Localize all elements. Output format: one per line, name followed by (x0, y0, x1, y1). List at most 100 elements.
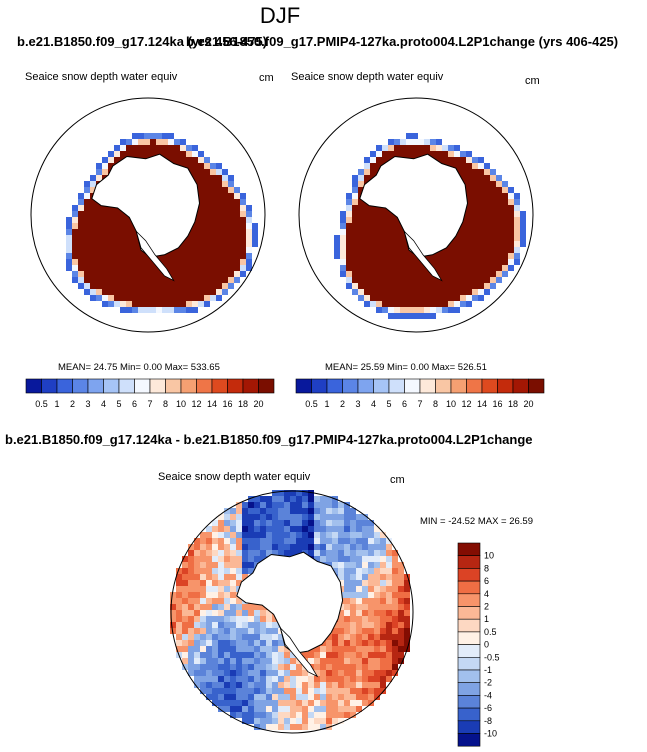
colorbar-tick-label: 18 (508, 399, 518, 409)
diff-stats: MIN = -24.52 MAX = 26.59 (420, 516, 534, 527)
grid-cell (442, 247, 448, 253)
grid-cell (212, 634, 218, 640)
grid-cell (210, 169, 216, 175)
grid-cell (448, 283, 454, 289)
grid-cell (216, 241, 222, 247)
grid-cell (222, 241, 228, 247)
grid-cell (150, 271, 156, 277)
grid-cell (200, 628, 206, 634)
grid-cell (240, 229, 246, 235)
grid-cell (344, 586, 350, 592)
grid-cell (222, 253, 228, 259)
grid-cell (234, 223, 240, 229)
grid-cell (224, 700, 230, 706)
grid-cell (394, 271, 400, 277)
grid-cell (96, 259, 102, 265)
grid-cell (90, 211, 96, 217)
grid-cell (186, 151, 192, 157)
grid-cell (156, 133, 162, 139)
grid-cell (266, 640, 272, 646)
grid-cell (352, 253, 358, 259)
grid-cell (284, 718, 290, 724)
grid-cell (90, 271, 96, 277)
grid-cell (260, 724, 266, 730)
grid-cell (200, 568, 206, 574)
grid-cell (236, 538, 242, 544)
grid-cell (472, 223, 478, 229)
grid-cell (198, 193, 204, 199)
grid-cell (186, 295, 192, 301)
grid-cell (380, 670, 386, 676)
grid-cell (186, 271, 192, 277)
grid-cell (460, 169, 466, 175)
grid-cell (368, 562, 374, 568)
grid-cell (332, 556, 338, 562)
grid-cell (386, 562, 392, 568)
grid-cell (398, 622, 404, 628)
grid-cell (230, 580, 236, 586)
colorbar-swatch (457, 555, 481, 569)
grid-cell (338, 568, 344, 574)
grid-cell (266, 514, 272, 520)
grid-cell (284, 514, 290, 520)
grid-cell (344, 556, 350, 562)
grid-cell (216, 259, 222, 265)
grid-cell (490, 169, 496, 175)
grid-cell (266, 538, 272, 544)
grid-cell (230, 688, 236, 694)
grid-cell (204, 295, 210, 301)
grid-cell (204, 301, 210, 307)
grid-cell (338, 508, 344, 514)
grid-cell (272, 538, 278, 544)
grid-cell (138, 133, 144, 139)
grid-cell (340, 223, 346, 229)
grid-cell (84, 217, 90, 223)
grid-cell (254, 634, 260, 640)
grid-cell (284, 550, 290, 556)
grid-cell (314, 676, 320, 682)
grid-cell (472, 295, 478, 301)
grid-cell (192, 277, 198, 283)
grid-cell (404, 616, 410, 622)
grid-cell (388, 241, 394, 247)
grid-cell (186, 277, 192, 283)
grid-cell (210, 247, 216, 253)
grid-cell (198, 253, 204, 259)
grid-cell (404, 628, 410, 634)
grid-cell (466, 211, 472, 217)
grid-cell (126, 277, 132, 283)
grid-cell (508, 241, 514, 247)
grid-cell (272, 658, 278, 664)
grid-cell (266, 688, 272, 694)
grid-cell (424, 145, 430, 151)
grid-cell (344, 676, 350, 682)
grid-cell (186, 163, 192, 169)
grid-cell (370, 253, 376, 259)
colorbar-tick-label: 12 (191, 399, 201, 409)
grid-cell (478, 295, 484, 301)
grid-cell (374, 604, 380, 610)
grid-cell (344, 544, 350, 550)
grid-cell (400, 289, 406, 295)
grid-cell (200, 598, 206, 604)
grid-cell (340, 271, 346, 277)
grid-cell (344, 694, 350, 700)
grid-cell (246, 211, 252, 217)
grid-cell (102, 289, 108, 295)
grid-cell (484, 199, 490, 205)
grid-cell (290, 502, 296, 508)
grid-cell (260, 700, 266, 706)
grid-cell (484, 181, 490, 187)
grid-cell (496, 259, 502, 265)
grid-cell (236, 700, 242, 706)
grid-cell (514, 193, 520, 199)
grid-cell (490, 241, 496, 247)
grid-cell (344, 532, 350, 538)
grid-cell (296, 550, 302, 556)
grid-cell (234, 193, 240, 199)
grid-cell (368, 544, 374, 550)
grid-cell (374, 646, 380, 652)
grid-cell (478, 169, 484, 175)
grid-cell (356, 592, 362, 598)
grid-cell (72, 205, 78, 211)
